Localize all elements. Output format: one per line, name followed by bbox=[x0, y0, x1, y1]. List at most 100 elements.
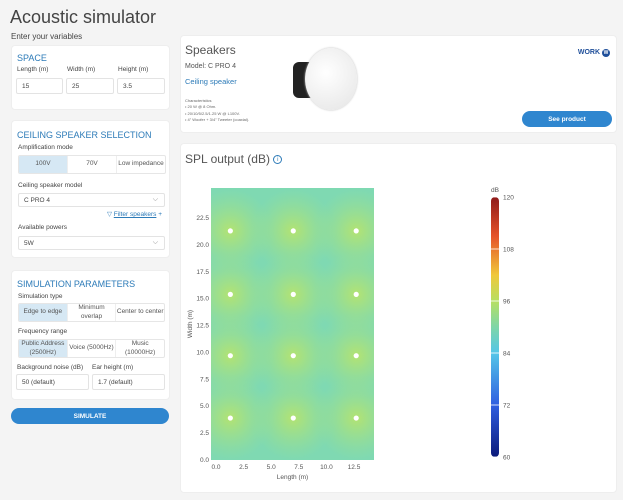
x-tick-label: 7.5 bbox=[294, 464, 303, 471]
y-tick-label: 15.0 bbox=[196, 296, 209, 303]
x-tick-label: 2.5 bbox=[239, 464, 248, 471]
speaker-marker[interactable] bbox=[353, 353, 359, 359]
colorbar-label: dB bbox=[491, 187, 499, 194]
spl-title: SPL output (dB) i bbox=[185, 152, 283, 166]
amp-label: Amplification mode bbox=[18, 144, 73, 151]
space-card: SPACE Length (m) Width (m) Height (m) 15… bbox=[11, 45, 170, 110]
freq-music[interactable]: Music (10000Hz) bbox=[115, 340, 164, 357]
simtype-selector: Edge to edge Minimum overlap Center to c… bbox=[18, 303, 165, 322]
speaker-title: Speakers bbox=[185, 43, 236, 57]
model-label: Ceiling speaker model bbox=[18, 182, 83, 189]
simulate-button[interactable]: SIMULATE bbox=[11, 408, 169, 424]
colorbar-tick-label: 60 bbox=[503, 455, 511, 462]
width-input[interactable]: 25 bbox=[66, 78, 114, 94]
chevron-down-icon: ⌵ bbox=[152, 196, 158, 203]
speaker-marker[interactable] bbox=[353, 291, 359, 297]
characteristics: Characteristics • 20 W @ 8 Ohm. • 20/10/… bbox=[185, 98, 249, 124]
simtype-label: Simulation type bbox=[18, 293, 63, 300]
colorbar-tick-label: 72 bbox=[503, 403, 511, 410]
speaker-marker[interactable] bbox=[353, 415, 359, 421]
x-tick-label: 5.0 bbox=[267, 464, 276, 471]
see-product-button[interactable]: See product bbox=[522, 111, 612, 127]
simtype-edge[interactable]: Edge to edge bbox=[19, 304, 67, 321]
brand-text: WORK bbox=[577, 49, 601, 56]
power-select[interactable]: 5W ⌵ bbox=[18, 236, 165, 250]
x-tick-label: 10.0 bbox=[320, 464, 333, 471]
y-tick-label: 5.0 bbox=[200, 403, 209, 410]
speaker-image bbox=[291, 48, 359, 112]
model-select[interactable]: C PRO 4 ⌵ bbox=[18, 193, 165, 207]
colorbar-tick-label: 120 bbox=[503, 195, 514, 202]
speaker-marker[interactable] bbox=[353, 228, 359, 234]
speaker-marker[interactable] bbox=[227, 353, 233, 359]
amp-mode-selector: 100V 70V Low impedance bbox=[18, 155, 166, 174]
height-label: Height (m) bbox=[118, 66, 149, 73]
simparams-card: SIMULATION PARAMETERS Simulation type Ed… bbox=[11, 270, 170, 400]
speaker-model: Model: C PRO 4 bbox=[185, 63, 236, 70]
y-tick-label: 2.5 bbox=[200, 430, 209, 437]
amp-70v[interactable]: 70V bbox=[67, 156, 116, 173]
speaker-marker[interactable] bbox=[290, 291, 296, 297]
filter-label: Filter speakers bbox=[113, 211, 157, 218]
height-input[interactable]: 3.5 bbox=[117, 78, 165, 94]
colorbar-tick-label: 96 bbox=[503, 299, 511, 306]
y-tick-label: 10.0 bbox=[196, 349, 209, 356]
x-tick-label: 0.0 bbox=[211, 464, 220, 471]
amp-100v[interactable]: 100V bbox=[19, 156, 67, 173]
speaker-marker[interactable] bbox=[290, 415, 296, 421]
char-item: • 20/10/5/2.5/1.25 W @ L100V. bbox=[185, 110, 240, 116]
filter-speakers-link[interactable]: ▽ Filter speakers + bbox=[107, 210, 162, 218]
simparams-title: SIMULATION PARAMETERS bbox=[17, 279, 136, 289]
y-tick-label: 0.0 bbox=[200, 457, 209, 464]
ceiling-card: CEILING SPEAKER SELECTION Amplification … bbox=[11, 120, 170, 258]
filter-icon: ▽ bbox=[106, 211, 112, 218]
spl-hotspot bbox=[314, 188, 374, 273]
noise-label: Background noise (dB) bbox=[17, 364, 84, 371]
speaker-marker[interactable] bbox=[290, 353, 296, 359]
info-icon[interactable]: i bbox=[273, 155, 283, 165]
ear-label: Ear height (m) bbox=[92, 364, 134, 371]
brand-logo: WORK W bbox=[577, 49, 610, 57]
page-title: Acoustic simulator bbox=[10, 7, 157, 27]
speaker-marker[interactable] bbox=[290, 228, 296, 234]
char-title: Characteristics bbox=[185, 98, 212, 103]
ear-input[interactable]: 1.7 (default) bbox=[92, 374, 165, 390]
amp-low-impedance[interactable]: Low impedance bbox=[116, 156, 165, 173]
spl-hotspot bbox=[314, 252, 374, 337]
char-item: • 4" Woofer + 3/4" Tweeter (coaxial). bbox=[185, 117, 250, 123]
y-tick-label: 17.5 bbox=[196, 269, 209, 276]
powers-label: Available powers bbox=[18, 224, 68, 231]
colorbar-tick-label: 84 bbox=[503, 351, 511, 358]
spl-title-text: SPL output (dB) bbox=[185, 152, 270, 166]
freq-voice[interactable]: Voice (5000Hz) bbox=[66, 340, 116, 357]
freq-pa[interactable]: Public Address (2500Hz) bbox=[19, 340, 67, 357]
freq-label: Frequency range bbox=[18, 328, 68, 335]
width-label: Width (m) bbox=[67, 66, 96, 73]
y-tick-label: 7.5 bbox=[200, 376, 209, 383]
model-value: C PRO 4 bbox=[24, 196, 51, 204]
y-tick-label: 22.5 bbox=[196, 215, 209, 222]
speaker-marker[interactable] bbox=[227, 291, 233, 297]
noise-input[interactable]: 50 (default) bbox=[16, 374, 89, 390]
speaker-marker[interactable] bbox=[227, 228, 233, 234]
power-value: 5W bbox=[24, 239, 34, 247]
colorbar-tick-label: 108 bbox=[503, 247, 514, 254]
ceiling-title: CEILING SPEAKER SELECTION bbox=[17, 130, 152, 140]
length-input[interactable]: 15 bbox=[16, 78, 63, 94]
subtitle: Enter your variables bbox=[11, 32, 83, 41]
space-title: SPACE bbox=[17, 53, 47, 63]
simtype-center[interactable]: Center to center bbox=[115, 304, 164, 321]
colorbar bbox=[491, 197, 499, 457]
char-item: • 20 W @ 8 Ohm. bbox=[185, 104, 217, 110]
chevron-down-icon: ⌵ bbox=[152, 239, 158, 246]
x-tick-label: 12.5 bbox=[348, 464, 361, 471]
y-axis-label: Width (m) bbox=[187, 310, 194, 338]
speaker-type: Ceiling speaker bbox=[185, 77, 237, 86]
x-axis-label: Length (m) bbox=[277, 474, 308, 481]
speaker-marker[interactable] bbox=[227, 415, 233, 421]
length-label: Length (m) bbox=[17, 66, 49, 73]
simtype-minimum[interactable]: Minimum overlap bbox=[66, 304, 116, 321]
speaker-card: Speakers Model: C PRO 4 Ceiling speaker … bbox=[180, 35, 617, 133]
freq-selector: Public Address (2500Hz) Voice (5000Hz) M… bbox=[18, 339, 165, 358]
